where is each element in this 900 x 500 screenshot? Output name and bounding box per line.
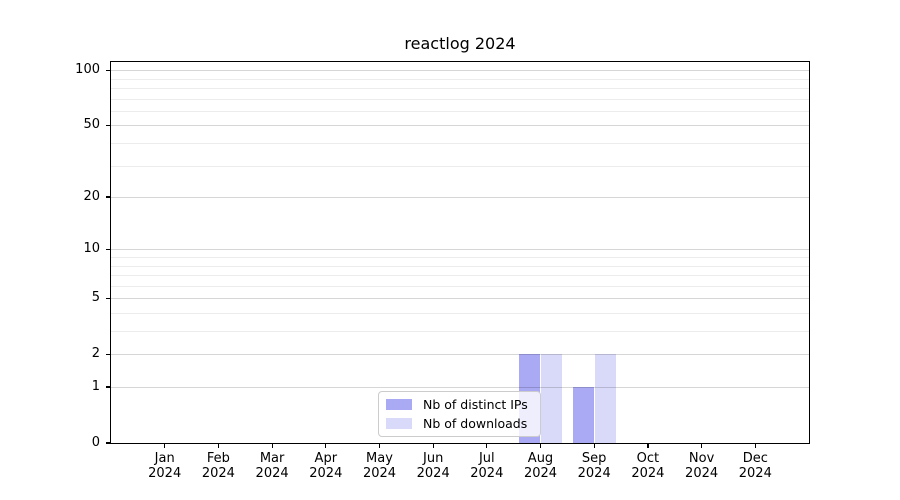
gridline-major — [111, 125, 809, 127]
legend: Nb of distinct IPs Nb of downloads — [378, 391, 541, 437]
bar-nb-of-downloads-sep-2024 — [594, 354, 616, 443]
y-tick-label: 1 — [91, 379, 100, 394]
x-tick-label: Dec 2024 — [738, 451, 772, 481]
x-tick-label: Aug 2024 — [523, 451, 558, 481]
bar-nb-of-distinct-ips-sep-2024 — [572, 387, 594, 443]
x-tick — [217, 443, 220, 448]
gridline-minor — [111, 256, 809, 258]
legend-swatch-downloads-icon — [386, 417, 412, 429]
gridline-major — [111, 197, 809, 198]
x-tick-label: Feb 2024 — [201, 451, 235, 481]
x-tick — [539, 443, 542, 448]
y-tick-label: 0 — [91, 435, 100, 450]
gridline-minor — [111, 142, 809, 144]
x-tick-label: Jan 2024 — [148, 451, 182, 481]
gridline-major — [111, 70, 809, 72]
y-tick-label: 2 — [91, 346, 100, 362]
legend-label-downloads: Nb of downloads — [423, 415, 528, 431]
y-tick — [105, 69, 111, 71]
gridline-minor — [111, 110, 809, 112]
gridline-major — [111, 354, 809, 356]
y-tick-label: 5 — [91, 290, 100, 306]
x-tick-label: Oct 2024 — [631, 451, 665, 481]
x-tick — [754, 443, 756, 448]
y-tick — [105, 297, 111, 299]
gridline-major — [111, 387, 809, 388]
x-tick — [647, 443, 649, 448]
x-tick — [164, 443, 166, 448]
y-tick-label: 100 — [75, 62, 100, 78]
legend-item-downloads: Nb of downloads — [386, 416, 533, 431]
x-tick — [432, 443, 434, 448]
x-tick — [486, 443, 488, 448]
legend-label-distinct-ips: Nb of distinct IPs — [423, 397, 528, 413]
x-tick — [325, 443, 327, 448]
x-tick — [593, 443, 595, 448]
gridline-minor — [111, 87, 809, 89]
x-tick-label: Jun 2024 — [416, 451, 450, 481]
gridline-major — [111, 249, 809, 251]
y-tick — [105, 386, 111, 388]
gridline-minor — [111, 285, 809, 287]
gridline-major — [111, 298, 809, 300]
legend-swatch-distinct-ips-icon — [386, 399, 412, 411]
y-tick — [105, 196, 111, 198]
gridline-minor — [111, 275, 809, 276]
gridline-minor — [111, 98, 809, 100]
x-tick-label: Mar 2024 — [255, 451, 289, 481]
x-tick — [271, 443, 273, 448]
gridline-minor — [111, 165, 809, 167]
bar-nb-of-downloads-aug-2024 — [541, 354, 562, 443]
x-tick-label: Jul 2024 — [470, 451, 504, 481]
y-tick-label: 50 — [83, 117, 100, 133]
y-tick — [105, 248, 111, 250]
x-tick-label: May 2024 — [362, 451, 397, 481]
x-tick-label: Sep 2024 — [577, 451, 611, 481]
y-tick — [105, 442, 111, 444]
x-tick-label: Apr 2024 — [309, 451, 343, 481]
gridline-minor — [111, 265, 809, 267]
x-tick — [378, 443, 381, 448]
y-tick — [105, 124, 111, 126]
gridline-minor — [111, 312, 809, 314]
x-tick — [701, 443, 703, 448]
x-tick-label: Nov 2024 — [685, 451, 719, 481]
y-tick-label: 10 — [83, 241, 100, 257]
legend-item-distinct-ips: Nb of distinct IPs — [386, 397, 533, 412]
y-tick — [105, 353, 111, 355]
y-tick-label: 20 — [83, 189, 100, 204]
gridline-minor — [111, 331, 809, 332]
gridline-minor — [111, 78, 809, 80]
chart-title: reactlog 2024 — [404, 34, 516, 53]
